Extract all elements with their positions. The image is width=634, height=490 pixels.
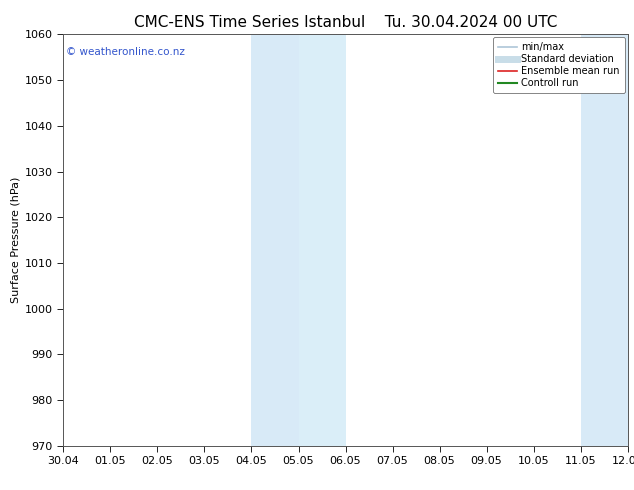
Text: © weatheronline.co.nz: © weatheronline.co.nz [66,47,185,57]
Bar [299,34,346,446]
Legend: min/max, Standard deviation, Ensemble mean run, Controll run: min/max, Standard deviation, Ensemble me… [493,37,624,93]
Bar [581,34,628,446]
Title: CMC-ENS Time Series Istanbul    Tu. 30.04.2024 00 UTC: CMC-ENS Time Series Istanbul Tu. 30.04.2… [134,15,557,30]
Y-axis label: Surface Pressure (hPa): Surface Pressure (hPa) [11,177,21,303]
Bar [252,34,299,446]
